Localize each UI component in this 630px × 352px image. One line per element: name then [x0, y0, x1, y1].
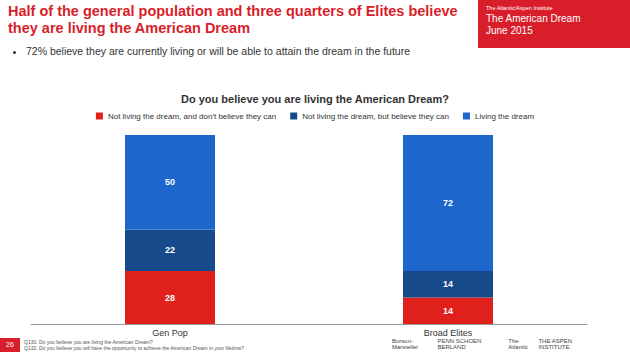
svg-text:22: 22: [165, 245, 175, 255]
html-text:Half of the general population: Half of the general population and three…: [8, 3, 458, 36]
svg-text:28: 28: [165, 293, 175, 303]
html-text:72% believe they are currently: 72% believe they are currently living or…: [26, 45, 410, 57]
svg-text:14: 14: [443, 279, 453, 289]
svg-text:72: 72: [443, 198, 453, 208]
svg-text:Do you believe you are living: Do you believe you are living the Americ…: [181, 93, 449, 105]
svg-text:Not living the dream, but beli: Not living the dream, but believe they c…: [302, 112, 449, 121]
html-text:26: 26: [6, 341, 14, 348]
svg-text:14: 14: [443, 306, 453, 316]
svg-text:Living the dream: Living the dream: [475, 112, 534, 121]
html-text:June 2015: June 2015: [486, 25, 533, 36]
html-text:The American Dream: The American Dream: [486, 13, 581, 24]
svg-text:Gen Pop: Gen Pop: [152, 328, 188, 338]
html-text:THE ASPEN INSTITUTE: THE ASPEN INSTITUTE: [538, 338, 573, 350]
html-text:The Atlantic: The Atlantic: [508, 338, 528, 350]
svg-text:Broad Elites: Broad Elites: [424, 328, 473, 338]
html-text:PENN SCHOEN BERLAND: PENN SCHOEN BERLAND: [437, 338, 482, 350]
svg-text:50: 50: [165, 177, 175, 187]
html-text:Q132. Do you believe you will: Q132. Do you believe you will have the o…: [24, 345, 245, 351]
html-text:Burson-Marsteller: Burson-Marsteller: [392, 338, 419, 350]
html-text:The Atlantic/Aspen Institute: The Atlantic/Aspen Institute: [486, 5, 553, 11]
svg-text:Not living the dream, and don': Not living the dream, and don't believe …: [108, 112, 276, 121]
html-text:Q130. Do you believe you are l: Q130. Do you believe you are living the …: [24, 339, 153, 345]
